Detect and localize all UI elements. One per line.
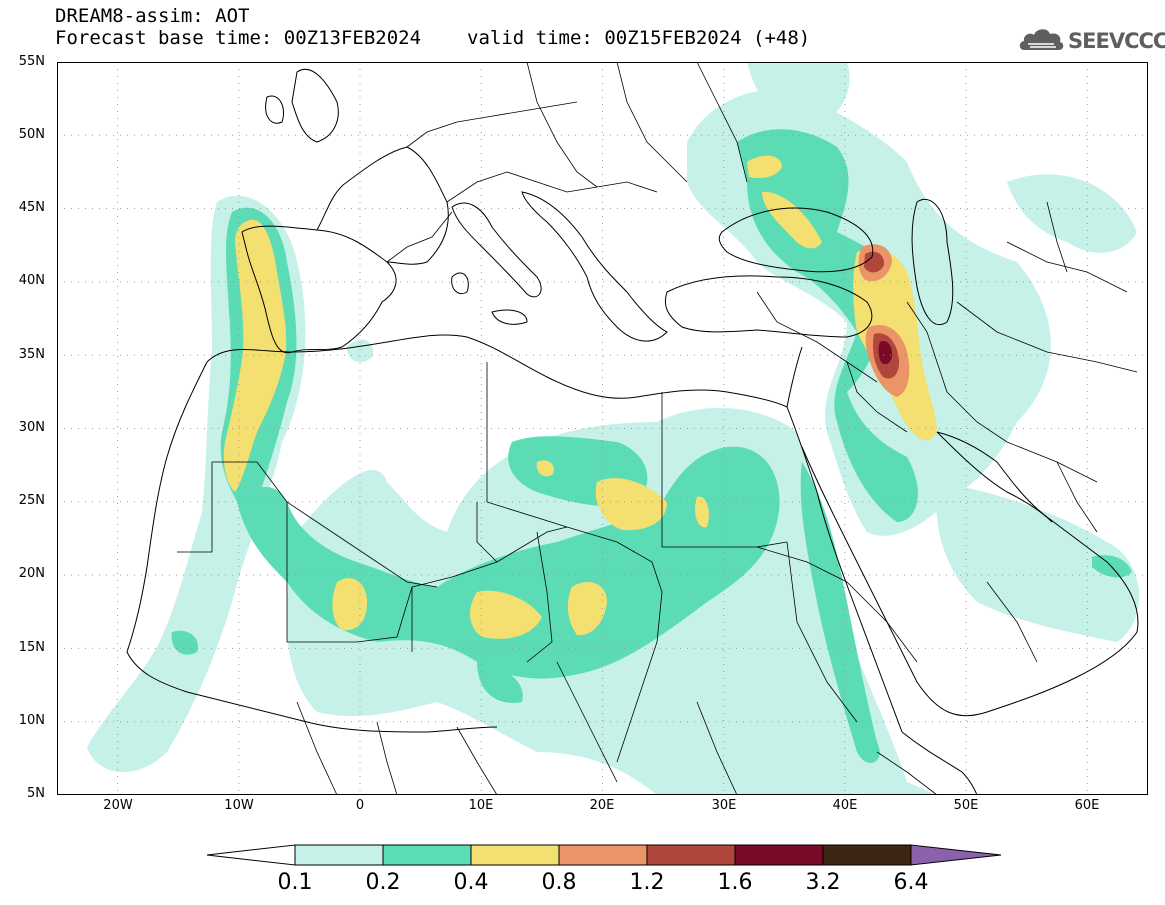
lat-label: 55N	[18, 54, 45, 69]
colorbar-swatch	[558, 844, 648, 866]
colorbar-max-arrow	[910, 844, 1002, 866]
time-info: Forecast base time: 00Z13FEB2024 valid ti…	[55, 28, 810, 48]
lat-label: 20N	[18, 566, 45, 581]
colorbar-swatch	[822, 844, 912, 866]
lat-label: 10N	[18, 713, 45, 728]
colorbar-swatch	[470, 844, 560, 866]
colorbar-min-arrow	[206, 844, 296, 866]
lon-label: 10W	[224, 798, 254, 813]
aot-band-1.6	[878, 340, 893, 365]
lat-label: 35N	[18, 347, 45, 362]
lon-label: 10E	[468, 798, 494, 813]
lon-label: 40E	[832, 798, 858, 813]
valid-time: valid time: 00Z15FEB2024 (+48)	[467, 27, 811, 49]
lon-label: 30E	[711, 798, 737, 813]
lat-label: 40N	[18, 273, 45, 288]
lat-label: 50N	[18, 127, 45, 142]
colorbar-label: 6.4	[893, 870, 929, 895]
lat-label: 5N	[27, 786, 45, 801]
lat-label: 15N	[18, 640, 45, 655]
map-frame	[57, 62, 1148, 795]
lon-label: 0	[355, 798, 365, 813]
forecast-base-time: Forecast base time: 00Z13FEB2024	[55, 27, 422, 49]
country-borders	[177, 62, 1138, 795]
colorbar-swatch	[382, 844, 472, 866]
lon-label: 60E	[1074, 798, 1100, 813]
map-title: DREAM8-assim: AOT	[55, 5, 250, 27]
colorbar-label: 1.2	[629, 870, 665, 895]
colorbar-swatch	[646, 844, 736, 866]
colorbar-label: 0.2	[365, 870, 401, 895]
lon-label: 50E	[953, 798, 979, 813]
lat-label: 45N	[18, 200, 45, 215]
coastlines	[126, 68, 1139, 795]
colorbar-swatch	[734, 844, 824, 866]
colorbar-label: 1.6	[717, 870, 753, 895]
lat-label: 25N	[18, 493, 45, 508]
logo-text: SEEVCCC	[1068, 29, 1165, 53]
colorbar-label: 0.1	[277, 870, 313, 895]
aot-map	[57, 62, 1148, 795]
colorbar-label: 0.8	[541, 870, 577, 895]
seevccc-logo: SEEVCCC	[1018, 24, 1165, 58]
colorbar-swatch	[294, 844, 384, 866]
lon-label: 20W	[103, 798, 133, 813]
lon-label: 20E	[589, 798, 615, 813]
lat-label: 30N	[18, 420, 45, 435]
cloud-logo-icon	[1019, 29, 1064, 50]
colorbar	[206, 844, 1002, 866]
colorbar-label: 3.2	[805, 870, 841, 895]
colorbar-label: 0.4	[453, 870, 489, 895]
